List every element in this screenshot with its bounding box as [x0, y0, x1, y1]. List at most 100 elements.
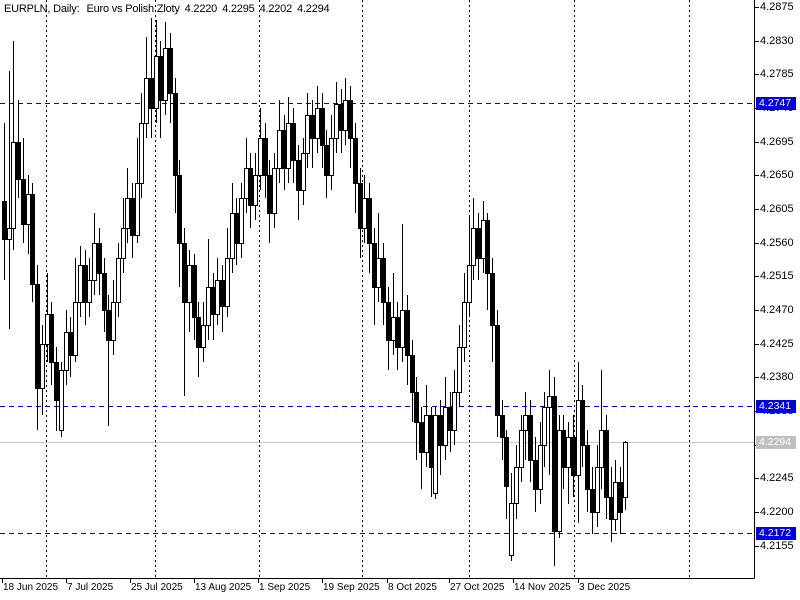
candle-body: [519, 430, 524, 468]
price-tick-label: 4.2515: [760, 270, 794, 282]
candle-body: [604, 430, 609, 498]
candle-body: [7, 228, 12, 240]
candle-body: [244, 168, 249, 199]
title-close-value: 4.2294: [297, 3, 330, 15]
candle-body: [438, 415, 443, 446]
price-tick-label: 4.2875: [760, 1, 794, 13]
candle-body: [557, 430, 562, 532]
candle-body: [462, 302, 467, 348]
candle-body: [334, 104, 339, 139]
candle-body: [78, 265, 83, 303]
level-price-badge: 4.2172: [756, 527, 796, 540]
price-tick-label: 4.2380: [760, 371, 794, 383]
price-tick-label: 4.2785: [760, 68, 794, 80]
candle-body: [173, 93, 178, 176]
candle-body: [21, 179, 26, 225]
candle-body: [324, 145, 329, 176]
candle-body: [239, 198, 244, 244]
candle-body: [16, 142, 21, 180]
candle-body: [613, 482, 618, 520]
candle-body: [54, 362, 59, 401]
candle-body: [73, 302, 78, 356]
price-tick-label: 4.2695: [760, 136, 794, 148]
candle-body: [234, 213, 239, 244]
candle-body: [500, 415, 505, 438]
price-tick-label: 4.2830: [760, 35, 794, 47]
candle-body: [362, 198, 367, 229]
candle-body: [618, 482, 623, 513]
date-tick-label: 14 Nov 2025: [514, 582, 571, 593]
candle-body: [130, 198, 135, 236]
candle-body: [168, 48, 173, 94]
candle-body: [106, 310, 111, 341]
candle-body: [30, 194, 35, 285]
price-tick-label: 4.2155: [760, 540, 794, 552]
candle-body: [386, 302, 391, 341]
candle-body: [395, 317, 400, 348]
candle-body: [97, 243, 102, 274]
candle-body: [424, 415, 429, 453]
candle-body: [576, 400, 581, 476]
candle-body: [192, 265, 197, 318]
candle-body: [215, 280, 220, 315]
candle-body: [485, 220, 490, 274]
date-tick-label: 19 Sep 2025: [323, 582, 380, 593]
candle-body: [92, 243, 97, 281]
candle-body: [400, 310, 405, 348]
candle-body: [121, 228, 126, 259]
candle-body: [116, 258, 121, 303]
title-low-value: 4.2202: [259, 3, 293, 15]
candle-body: [263, 138, 268, 176]
candle-body: [196, 317, 201, 348]
candle-body: [358, 183, 363, 229]
candle-body: [291, 123, 296, 161]
symbol-description: Euro vs Polish Zloty: [86, 3, 180, 15]
candle-body: [343, 100, 348, 131]
candle-body: [528, 415, 533, 461]
candle-body: [381, 258, 386, 303]
candle-body: [457, 347, 462, 393]
candle-body: [467, 265, 472, 303]
candle-body: [315, 108, 320, 139]
date-tick-label: 7 Jul 2025: [67, 582, 114, 593]
candle-body: [471, 228, 476, 266]
candle-body: [452, 392, 457, 431]
candle-body: [329, 138, 334, 176]
candle-body: [429, 415, 434, 468]
candle-body: [296, 160, 301, 191]
candle-body: [206, 287, 211, 326]
candle-body: [45, 314, 50, 345]
price-tick-label: 4.2200: [760, 506, 794, 518]
date-tick-label: 13 Aug 2025: [195, 582, 252, 593]
candle-body: [339, 104, 344, 131]
candle-body: [286, 123, 291, 169]
candle-body: [277, 130, 282, 169]
candle-body: [419, 422, 424, 453]
candle-body: [376, 258, 381, 288]
price-tick-label: 4.2470: [760, 304, 794, 316]
candle-body: [68, 332, 73, 356]
candle-body: [111, 302, 116, 341]
symbol-period-label: EURPLN, Daily:: [4, 3, 80, 15]
candle-body: [391, 317, 396, 341]
title-open-value: 4.2220: [184, 3, 218, 15]
price-tick-label: 4.2245: [760, 472, 794, 484]
candle-body: [49, 314, 54, 363]
candle-body: [580, 400, 585, 446]
candle-body: [561, 430, 566, 468]
candle-body: [220, 280, 225, 307]
date-tick-label: 27 Oct 2025: [450, 582, 505, 593]
price-tick-label: 4.2605: [760, 203, 794, 215]
candle-body: [258, 138, 263, 176]
candle-body: [211, 287, 216, 315]
candle-body: [542, 407, 547, 446]
candle-body: [187, 265, 192, 303]
candles-layer: [2, 18, 628, 566]
candle-body: [301, 153, 306, 191]
candle-body: [348, 100, 353, 139]
candle-body: [609, 497, 614, 520]
candle-body: [201, 325, 206, 348]
date-tick-label: 18 Jun 2025: [3, 582, 59, 593]
candle-body: [367, 198, 372, 244]
